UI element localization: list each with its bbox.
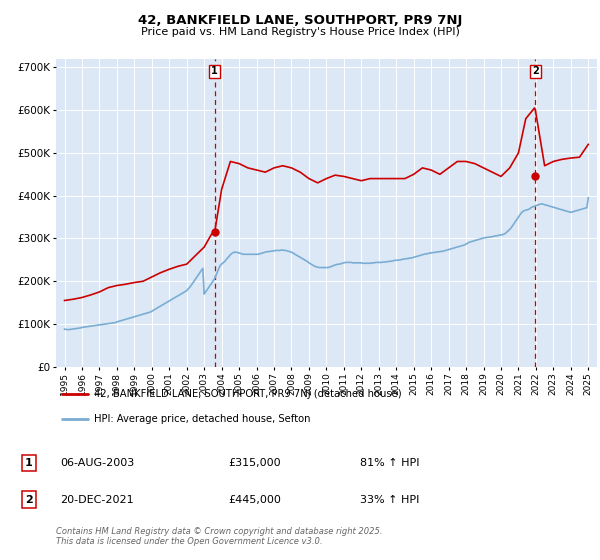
Text: Contains HM Land Registry data © Crown copyright and database right 2025.
This d: Contains HM Land Registry data © Crown c… [56, 526, 382, 546]
Text: 20-DEC-2021: 20-DEC-2021 [60, 494, 134, 505]
Text: 2: 2 [532, 67, 539, 77]
Text: £445,000: £445,000 [228, 494, 281, 505]
Text: 42, BANKFIELD LANE, SOUTHPORT, PR9 7NJ (detached house): 42, BANKFIELD LANE, SOUTHPORT, PR9 7NJ (… [94, 389, 401, 399]
Text: HPI: Average price, detached house, Sefton: HPI: Average price, detached house, Seft… [94, 414, 310, 424]
Text: 81% ↑ HPI: 81% ↑ HPI [360, 458, 419, 468]
Text: Price paid vs. HM Land Registry's House Price Index (HPI): Price paid vs. HM Land Registry's House … [140, 27, 460, 37]
Text: 2: 2 [25, 494, 32, 505]
Text: 42, BANKFIELD LANE, SOUTHPORT, PR9 7NJ: 42, BANKFIELD LANE, SOUTHPORT, PR9 7NJ [138, 14, 462, 27]
Text: 1: 1 [211, 67, 218, 77]
Text: 1: 1 [25, 458, 32, 468]
Text: £315,000: £315,000 [228, 458, 281, 468]
Text: 06-AUG-2003: 06-AUG-2003 [60, 458, 134, 468]
Text: 33% ↑ HPI: 33% ↑ HPI [360, 494, 419, 505]
